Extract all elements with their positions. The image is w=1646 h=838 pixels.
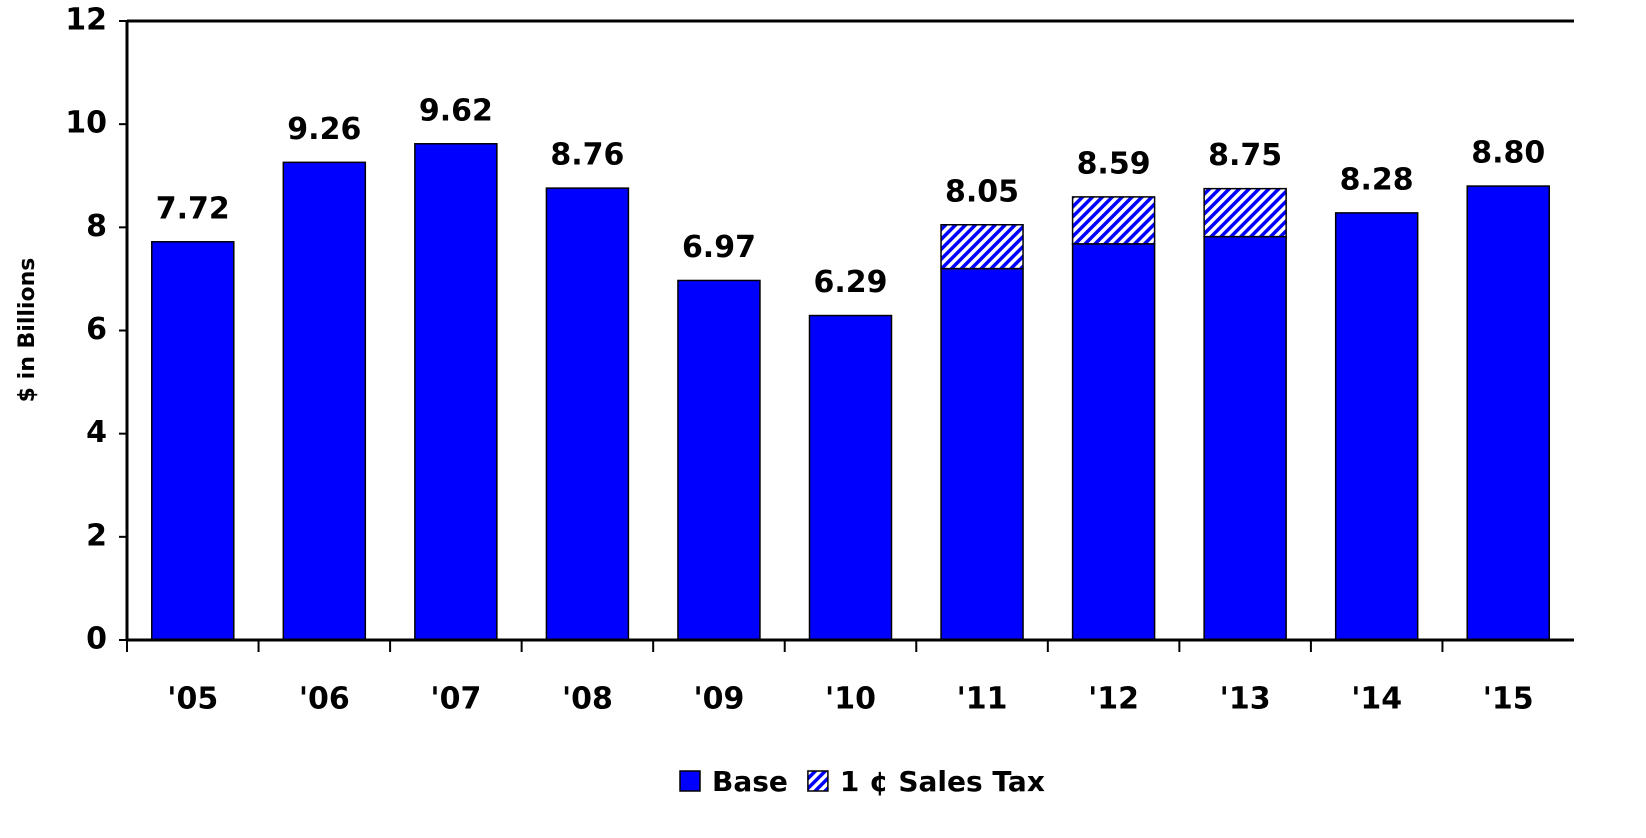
x-tick-label: '15 (1483, 682, 1534, 717)
y-tick-label: 4 (86, 415, 107, 450)
total-label: 8.80 (1471, 136, 1545, 171)
x-tick-label: '08 (562, 682, 613, 717)
bar-segment (151, 241, 235, 641)
x-tick-label: '10 (825, 682, 876, 717)
x-tick-label: '09 (693, 682, 744, 717)
total-label: 8.76 (550, 138, 624, 173)
bar-segment (940, 224, 1024, 270)
y-tick-label: 2 (86, 518, 107, 553)
legend-swatch (679, 770, 701, 792)
total-label: 9.62 (419, 93, 493, 128)
bar-segment (1466, 185, 1550, 641)
bar-segment (282, 161, 367, 641)
x-tick-label: '06 (299, 682, 350, 717)
y-axis-label: $ in Billions (15, 258, 40, 403)
legend-label: Base (712, 765, 788, 798)
bar-segment (1071, 196, 1156, 245)
y-tick-label: 12 (65, 3, 107, 38)
x-tick-label: '14 (1351, 682, 1402, 717)
x-tick-label: '11 (957, 682, 1008, 717)
x-tick-label: '12 (1088, 682, 1139, 717)
x-tick-label: '05 (167, 682, 218, 717)
total-label: 9.26 (287, 112, 361, 147)
x-tick-label: '13 (1220, 682, 1271, 717)
bar-segment (808, 314, 893, 641)
total-label: 8.05 (945, 174, 1019, 209)
total-label: 8.59 (1077, 146, 1151, 181)
bar-segment (1203, 187, 1287, 238)
total-label: 7.72 (156, 191, 230, 226)
y-tick-label: 8 (86, 209, 107, 244)
total-label: 6.29 (813, 265, 887, 300)
bar-segment (545, 187, 630, 641)
total-label: 8.28 (1340, 162, 1414, 197)
bar-segment (1071, 243, 1156, 641)
bar-segment (1203, 235, 1287, 641)
legend-swatch (807, 770, 829, 792)
bar-segment (940, 267, 1024, 641)
y-tick-label: 0 (86, 622, 107, 657)
legend-label: 1 ¢ Sales Tax (840, 765, 1045, 798)
bar-segment (1334, 212, 1419, 641)
y-tick-label: 10 (65, 106, 107, 141)
y-tick-label: 6 (86, 312, 107, 347)
total-label: 6.97 (682, 230, 756, 265)
bar-segment (677, 279, 761, 641)
x-tick-label: '07 (430, 682, 481, 717)
bar-segment (414, 143, 498, 641)
total-label: 8.75 (1208, 138, 1282, 173)
